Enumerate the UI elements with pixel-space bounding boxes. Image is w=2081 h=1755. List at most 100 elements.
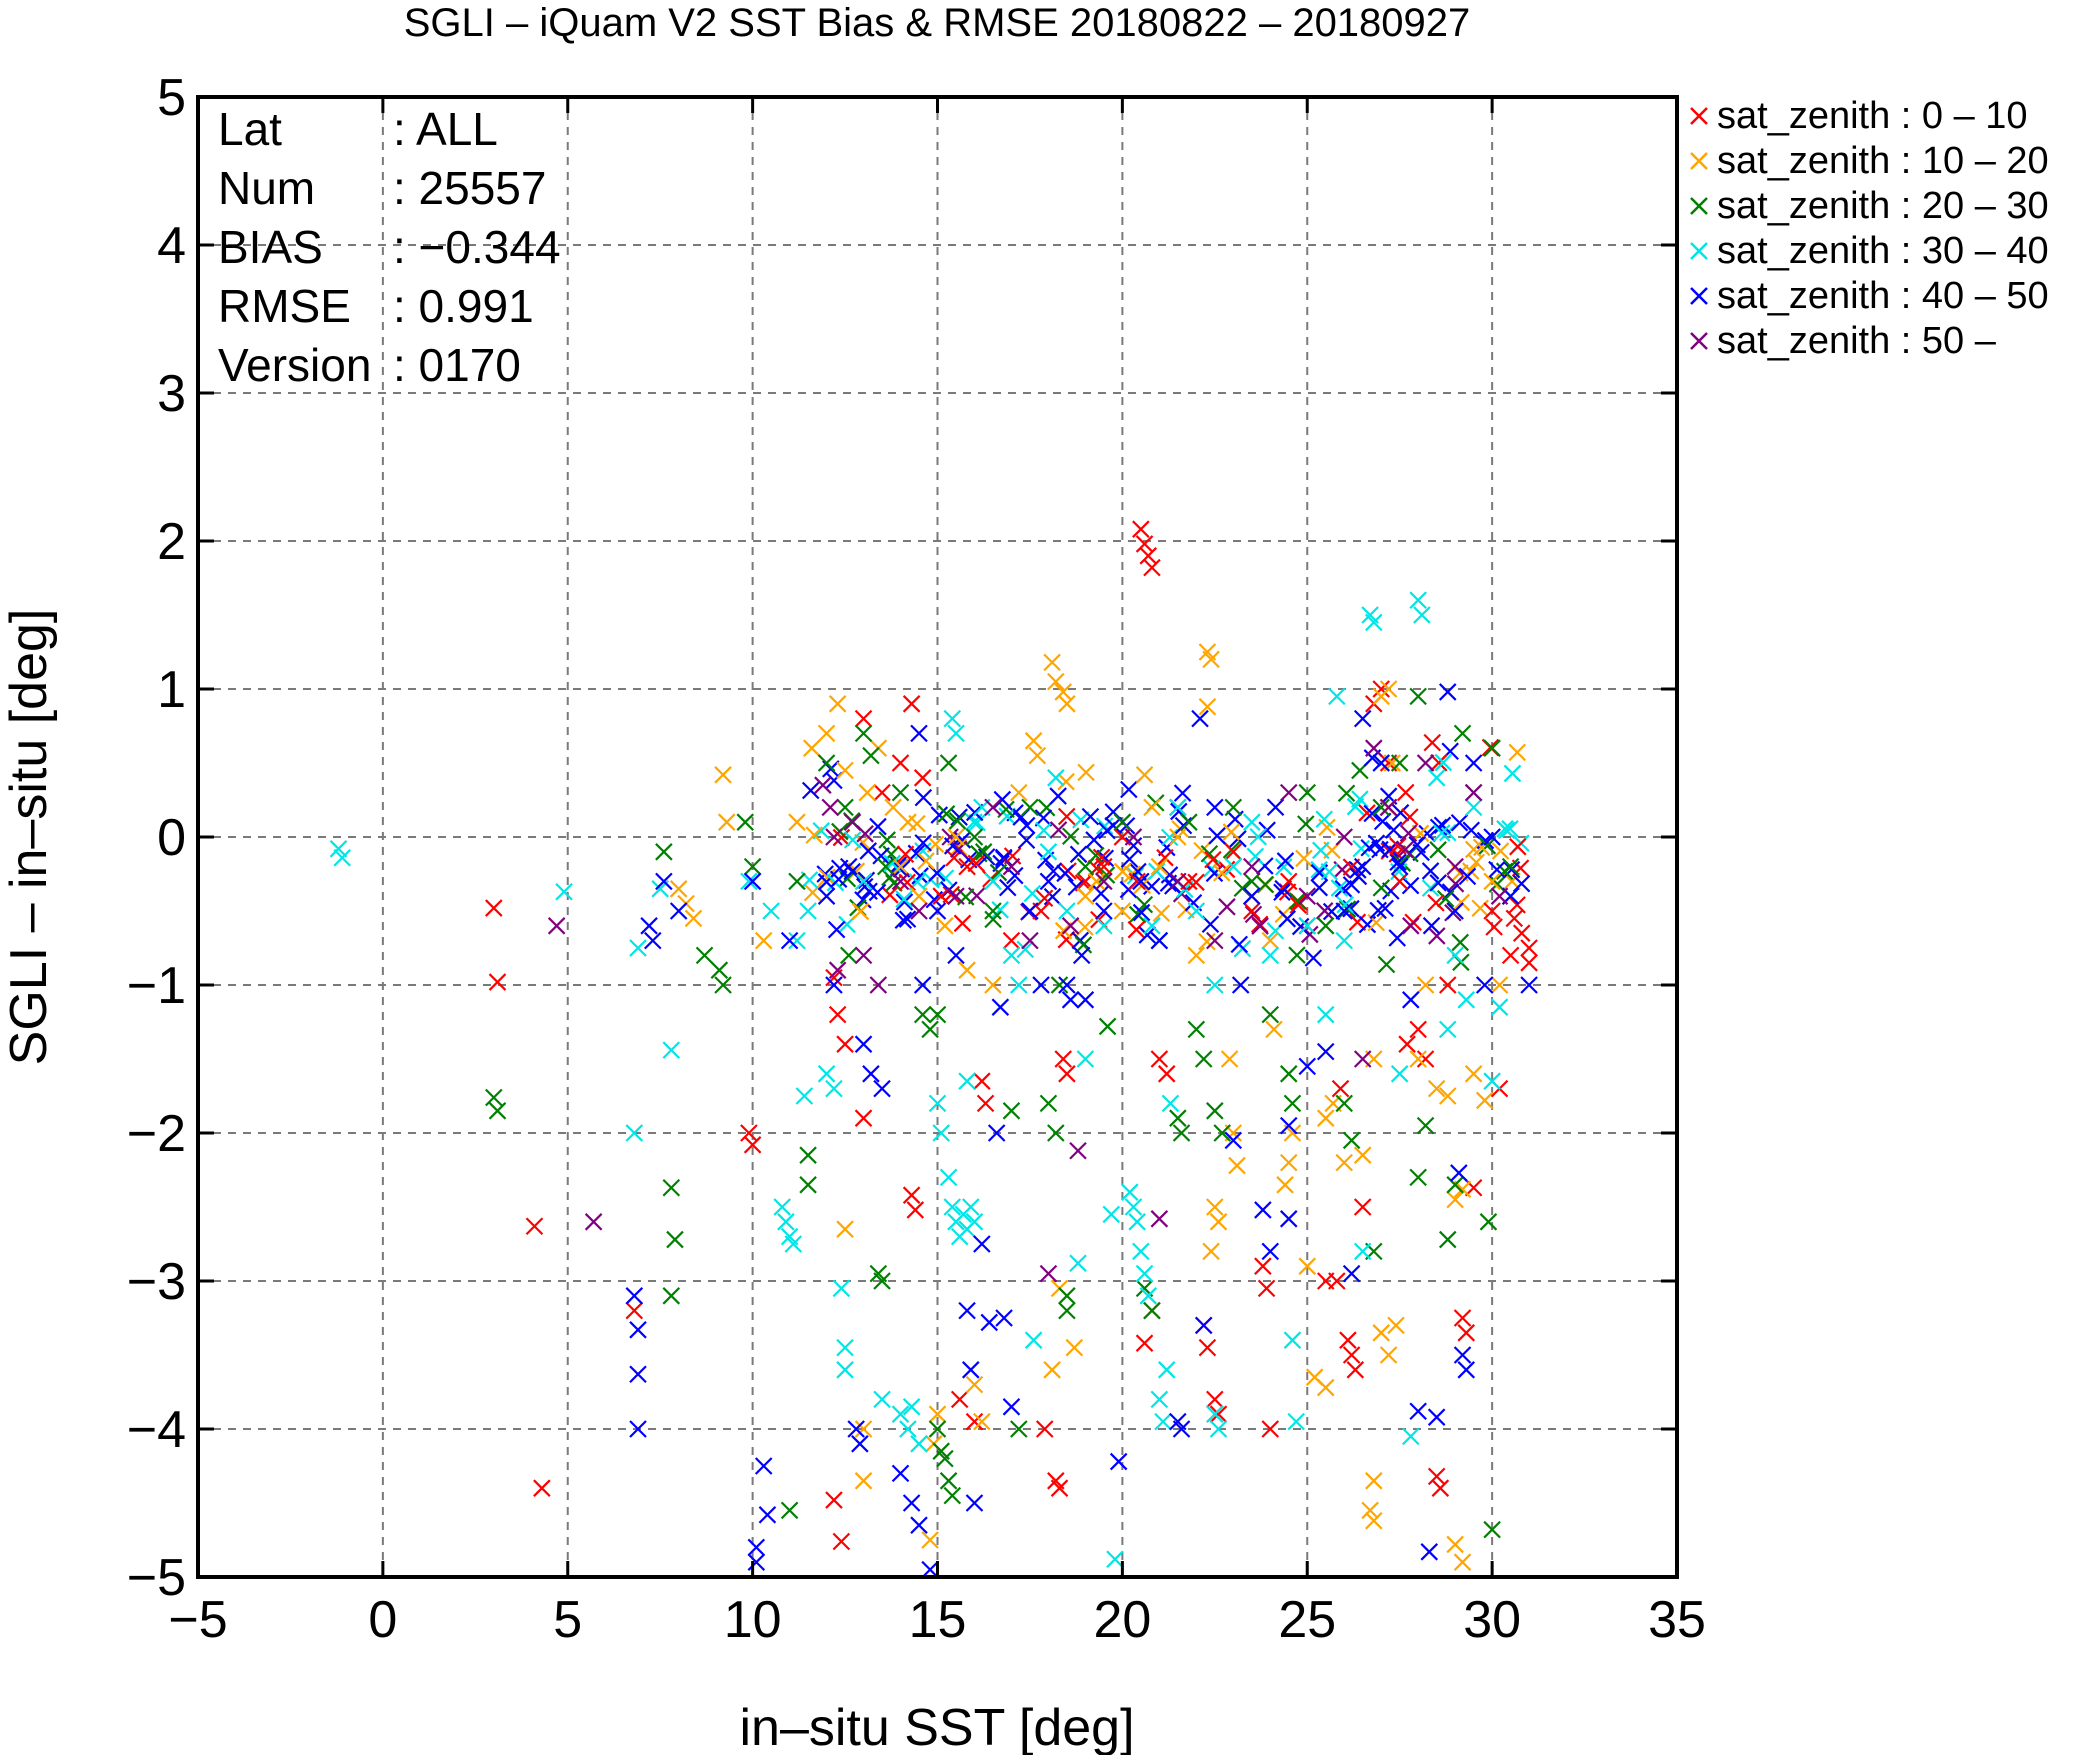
data-point — [862, 1065, 880, 1083]
data-point — [1379, 680, 1398, 698]
data-point — [851, 1435, 869, 1453]
data-point — [1058, 1287, 1076, 1305]
data-point — [1389, 853, 1407, 872]
data-point — [1261, 1420, 1280, 1438]
data-point — [1401, 876, 1420, 895]
data-point — [854, 1109, 873, 1127]
data-point — [939, 1168, 958, 1187]
data-point — [1243, 813, 1261, 831]
legend-marker — [1690, 242, 1708, 260]
data-point — [1222, 823, 1241, 841]
data-point — [974, 843, 993, 861]
data-point — [803, 739, 821, 757]
data-point — [1328, 687, 1346, 706]
data-point — [1485, 918, 1503, 936]
y-tick-label: −2 — [127, 1105, 186, 1163]
info-value: : ALL — [393, 103, 498, 155]
data-point — [984, 902, 1002, 920]
data-point — [1446, 1176, 1464, 1194]
data-point — [1161, 1094, 1180, 1113]
data-point — [1035, 889, 1054, 908]
data-point — [1120, 780, 1138, 799]
legend-label: sat_zenith : 30 – 40 — [1717, 230, 2049, 272]
data-point — [1021, 931, 1039, 950]
data-point — [1446, 946, 1464, 965]
data-point — [825, 976, 843, 994]
data-point — [1316, 1378, 1335, 1397]
data-point — [1372, 1324, 1390, 1342]
data-point — [1243, 887, 1261, 905]
data-point — [1391, 803, 1410, 822]
data-point — [1047, 769, 1065, 787]
data-point — [1021, 902, 1039, 920]
data-point — [747, 1538, 766, 1557]
data-point — [1076, 857, 1095, 876]
data-point — [876, 857, 895, 876]
data-point — [1139, 547, 1158, 565]
data-point — [1429, 754, 1448, 772]
data-point — [629, 1321, 647, 1339]
data-point — [533, 1479, 551, 1497]
data-point — [910, 1516, 928, 1534]
data-point — [1483, 739, 1501, 757]
data-point — [914, 788, 933, 807]
data-point — [1335, 828, 1353, 846]
data-point — [1416, 976, 1435, 994]
data-point — [1050, 1479, 1069, 1497]
chart-title: SGLI – iQuam V2 SST Bias & RMSE 20180822… — [404, 1, 1471, 45]
data-point — [1436, 889, 1455, 908]
x-tick-label: 15 — [909, 1591, 967, 1649]
data-point — [1505, 909, 1524, 928]
data-point — [1087, 872, 1106, 891]
data-point — [854, 1472, 873, 1490]
data-point — [1257, 1279, 1276, 1298]
data-point — [828, 961, 847, 979]
data-point — [1446, 902, 1464, 920]
data-point — [1132, 872, 1150, 891]
data-point — [1002, 1398, 1021, 1416]
data-point — [973, 1072, 991, 1090]
data-point — [1206, 1405, 1224, 1423]
data-point — [836, 761, 854, 780]
data-point — [1409, 687, 1427, 706]
x-tick-label: −5 — [168, 1591, 227, 1649]
data-point — [1206, 798, 1224, 817]
data-point — [1491, 842, 1510, 860]
data-point — [1261, 946, 1280, 965]
data-point — [1330, 879, 1349, 897]
data-point — [1490, 998, 1509, 1016]
data-point — [854, 709, 873, 728]
data-point — [1187, 873, 1205, 892]
data-point — [958, 961, 976, 979]
data-point — [1058, 976, 1076, 994]
data-point — [1401, 808, 1419, 826]
data-point — [1453, 1309, 1472, 1327]
data-point — [1365, 1511, 1383, 1530]
info-value: : −0.344 — [393, 221, 561, 273]
data-point — [1128, 1213, 1146, 1231]
data-point — [973, 1412, 991, 1431]
data-point — [1191, 709, 1209, 728]
data-point — [913, 976, 932, 994]
data-point — [1349, 867, 1368, 886]
data-point — [947, 946, 965, 965]
data-point — [854, 946, 873, 965]
data-point — [1213, 1124, 1231, 1142]
data-point — [965, 1213, 984, 1231]
data-point — [1028, 746, 1047, 765]
data-point — [1372, 754, 1390, 772]
data-point — [1279, 1210, 1298, 1228]
data-point — [980, 1313, 999, 1332]
data-point — [1409, 1168, 1427, 1187]
data-point — [836, 1220, 854, 1238]
data-point — [1438, 683, 1457, 701]
data-point — [1433, 816, 1452, 835]
data-point — [884, 798, 902, 817]
legend-label: sat_zenith : 40 – 50 — [1717, 275, 2049, 317]
y-tick-label: −5 — [127, 1549, 186, 1607]
data-point — [1057, 772, 1075, 791]
data-point — [1047, 1124, 1065, 1142]
data-point — [1002, 931, 1021, 950]
data-point — [1352, 839, 1370, 858]
